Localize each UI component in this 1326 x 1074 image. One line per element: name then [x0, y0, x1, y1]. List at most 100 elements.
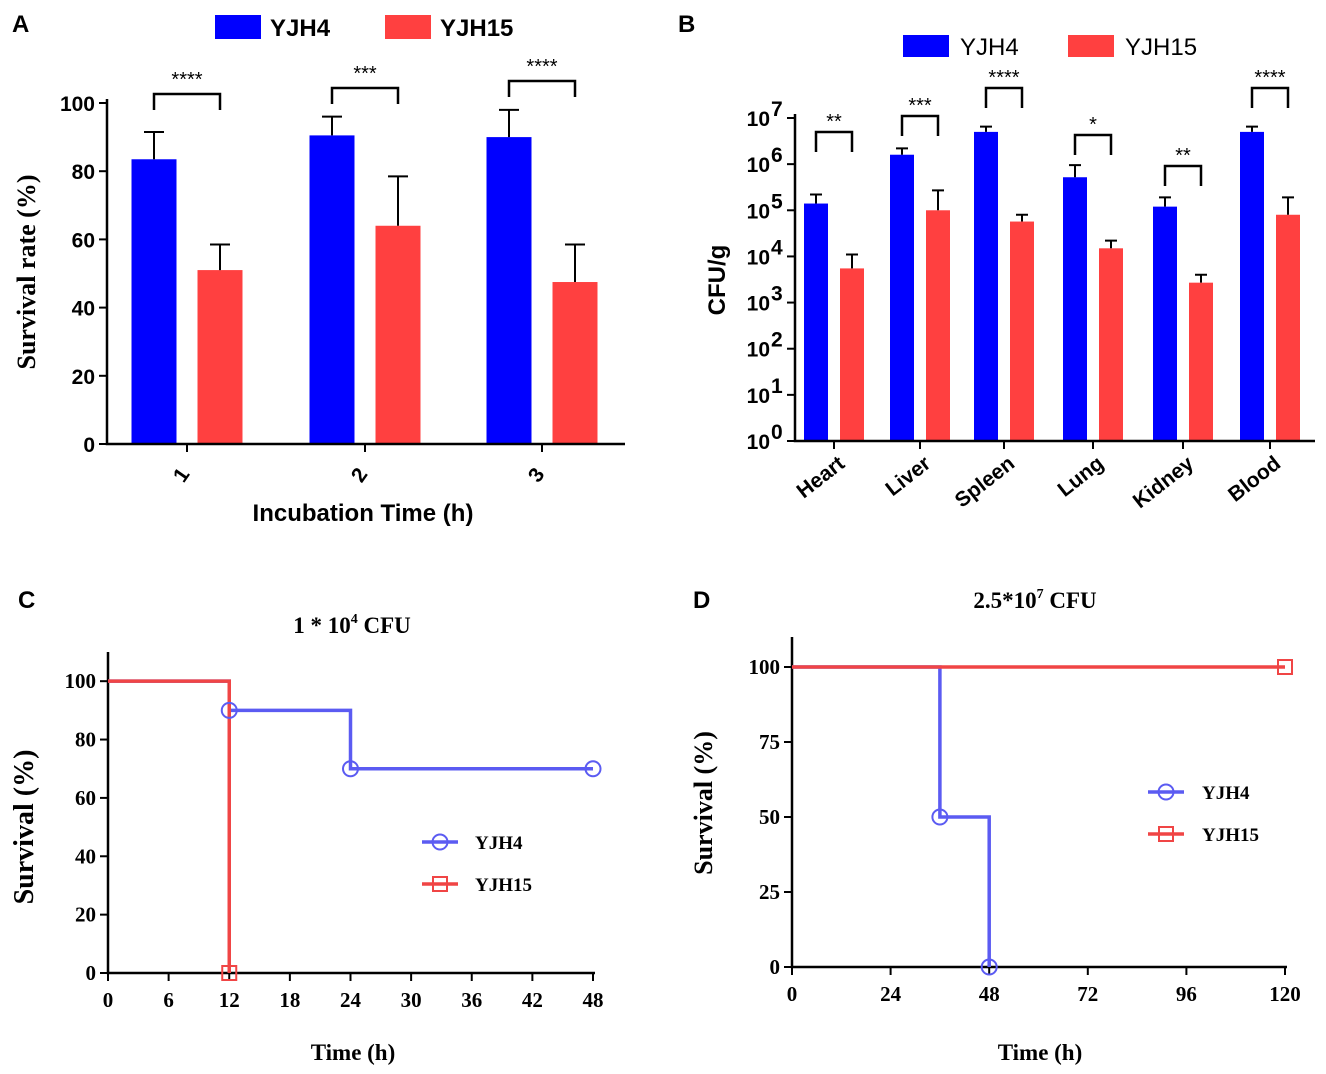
bar-yjh4-spleen	[974, 131, 998, 441]
legend-label-yjh15: YJH15	[475, 875, 532, 896]
error-bar-yjh4-heart	[810, 193, 822, 204]
bar-yjh15-heart	[840, 268, 864, 441]
significance-bracket-heart	[814, 130, 854, 152]
panel-b-legend: YJH4 YJH15	[903, 34, 1197, 61]
y-tick-label-80: 80	[72, 161, 95, 184]
y-tick-label-100: 100	[60, 93, 95, 116]
bar-yjh4-kidney	[1153, 206, 1177, 441]
bar-yjh4-1	[131, 159, 177, 444]
y-tick-label-50: 50	[759, 805, 780, 829]
panel-label-b: B	[678, 11, 695, 38]
x-tick-label-18: 18	[279, 988, 300, 1012]
error-bar-yjh15-2	[388, 175, 408, 226]
panel-label-a: A	[12, 11, 29, 38]
x-tick-label-spleen: Spleen	[951, 452, 1019, 513]
y-tick-label-1e7: 10	[747, 108, 770, 131]
x-tick-label-30: 30	[401, 988, 422, 1012]
y-tick-label-20: 20	[75, 903, 96, 927]
panel-d-title: 2.5*107 CFU	[973, 587, 1097, 613]
error-bar-yjh15-3	[565, 243, 585, 283]
significance-label-blood: ****	[1254, 67, 1285, 89]
significance-bracket-spleen	[984, 86, 1024, 108]
y-tick-label-60: 60	[75, 786, 96, 810]
legend-marker-yjh15	[432, 876, 448, 892]
bar-yjh15-2	[375, 225, 421, 444]
significance-label-lung: *	[1089, 114, 1097, 136]
legend-label-yjh4: YJH4	[1202, 783, 1250, 804]
error-bar-yjh15-1	[210, 243, 230, 271]
y-tick-exponent-7: 7	[771, 98, 783, 121]
error-bar-yjh4-lung	[1069, 164, 1081, 178]
legend-swatch-yjh15	[1068, 35, 1114, 57]
y-tick-label-1e1: 10	[747, 385, 770, 408]
panel-c-title-base: 1 * 10	[293, 613, 351, 638]
legend-swatch-yjh4	[215, 15, 261, 39]
x-tick-label-120: 120	[1269, 982, 1301, 1006]
y-tick-label-25: 25	[759, 880, 780, 904]
bar-yjh15-blood	[1276, 214, 1300, 441]
significance-bracket-2	[330, 86, 400, 104]
bar-yjh4-blood	[1240, 131, 1264, 441]
error-bar-yjh15-spleen	[1016, 213, 1028, 222]
y-tick-label-80: 80	[75, 728, 96, 752]
panel-b-y-axis-title: CFU/g	[704, 245, 731, 316]
error-bar-yjh4-2	[322, 115, 342, 136]
significance-bracket-lung	[1073, 133, 1113, 155]
panel-a-axes	[105, 99, 625, 446]
y-tick-label-1e2: 10	[747, 339, 770, 362]
panel-d-y-axis-title: Survival (%)	[689, 731, 718, 875]
survival-line-yjh4	[792, 665, 991, 967]
significance-bracket-kidney	[1163, 164, 1203, 186]
x-tick-label-lung: Lung	[1053, 452, 1108, 502]
marker-yjh15-12	[221, 965, 238, 981]
x-tick-label-36: 36	[461, 988, 482, 1012]
c-axes	[106, 652, 595, 975]
significance-label-spleen: ****	[988, 67, 1019, 89]
y-tick-exponent-3: 3	[771, 283, 783, 306]
bar-yjh15-kidney	[1189, 282, 1213, 441]
panel-c-y-axis-title: Survival (%)	[9, 750, 40, 905]
y-tick-exponent-6: 6	[771, 144, 783, 167]
legend-swatch-yjh15	[385, 15, 431, 39]
y-tick-label-1e3: 10	[747, 293, 770, 316]
marker-yjh4-12	[220, 701, 238, 719]
significance-label-liver: ***	[908, 95, 932, 117]
bar-yjh15-1	[197, 270, 243, 444]
legend-marker-yjh15	[1158, 826, 1174, 842]
error-bar-yjh4-blood	[1246, 125, 1258, 132]
x-tick-label-48: 48	[979, 982, 1000, 1006]
y-tick-label-1e5: 10	[747, 200, 770, 223]
y-tick-label-1e0: 10	[747, 431, 770, 454]
x-tick-label-2: 2	[347, 464, 373, 487]
significance-bracket-liver	[900, 114, 940, 136]
survival-line-yjh15	[108, 679, 231, 973]
panel-c-survival-chart: 1 * 104 CFU 0 20 40 60 80 100 0 6 12 18 24 30 36 42 48…	[9, 612, 604, 1065]
significance-label-3: ****	[526, 56, 557, 78]
legend-label-yjh4: YJH4	[960, 34, 1019, 61]
bar-yjh15-3	[552, 282, 598, 444]
error-bar-yjh15-lung	[1105, 239, 1117, 249]
panel-d-title-suffix: CFU	[1044, 588, 1097, 613]
panel-d-x-axis-title: Time (h)	[998, 1040, 1083, 1065]
panel-c-x-axis-title: Time (h)	[311, 1040, 396, 1065]
legend-marker-yjh4	[1157, 783, 1175, 801]
bar-yjh15-spleen	[1010, 221, 1034, 441]
y-tick-label-1e4: 10	[747, 246, 770, 269]
marker-yjh4-36	[931, 808, 949, 826]
panel-d-survival-chart: 2.5*107 CFU 0 25 50 75 100 0 24 48 72 96 120 YJH4 …	[689, 587, 1301, 1065]
y-tick-exponent-4: 4	[771, 236, 783, 259]
x-tick-label-12: 12	[219, 988, 240, 1012]
x-tick-label-3: 3	[524, 464, 550, 487]
marker-yjh4-48	[584, 760, 602, 778]
bar-yjh4-heart	[804, 203, 828, 441]
x-tick-label-96: 96	[1176, 982, 1197, 1006]
survival-line-yjh4	[108, 679, 593, 771]
legend-label-yjh4: YJH4	[475, 833, 523, 854]
legend-label-yjh15: YJH15	[440, 15, 513, 42]
error-bar-yjh4-liver	[896, 147, 908, 155]
y-tick-exponent-5: 5	[771, 190, 783, 213]
panel-a-legend: YJH4 YJH15	[215, 15, 513, 42]
y-tick-exponent-2: 2	[771, 329, 783, 352]
